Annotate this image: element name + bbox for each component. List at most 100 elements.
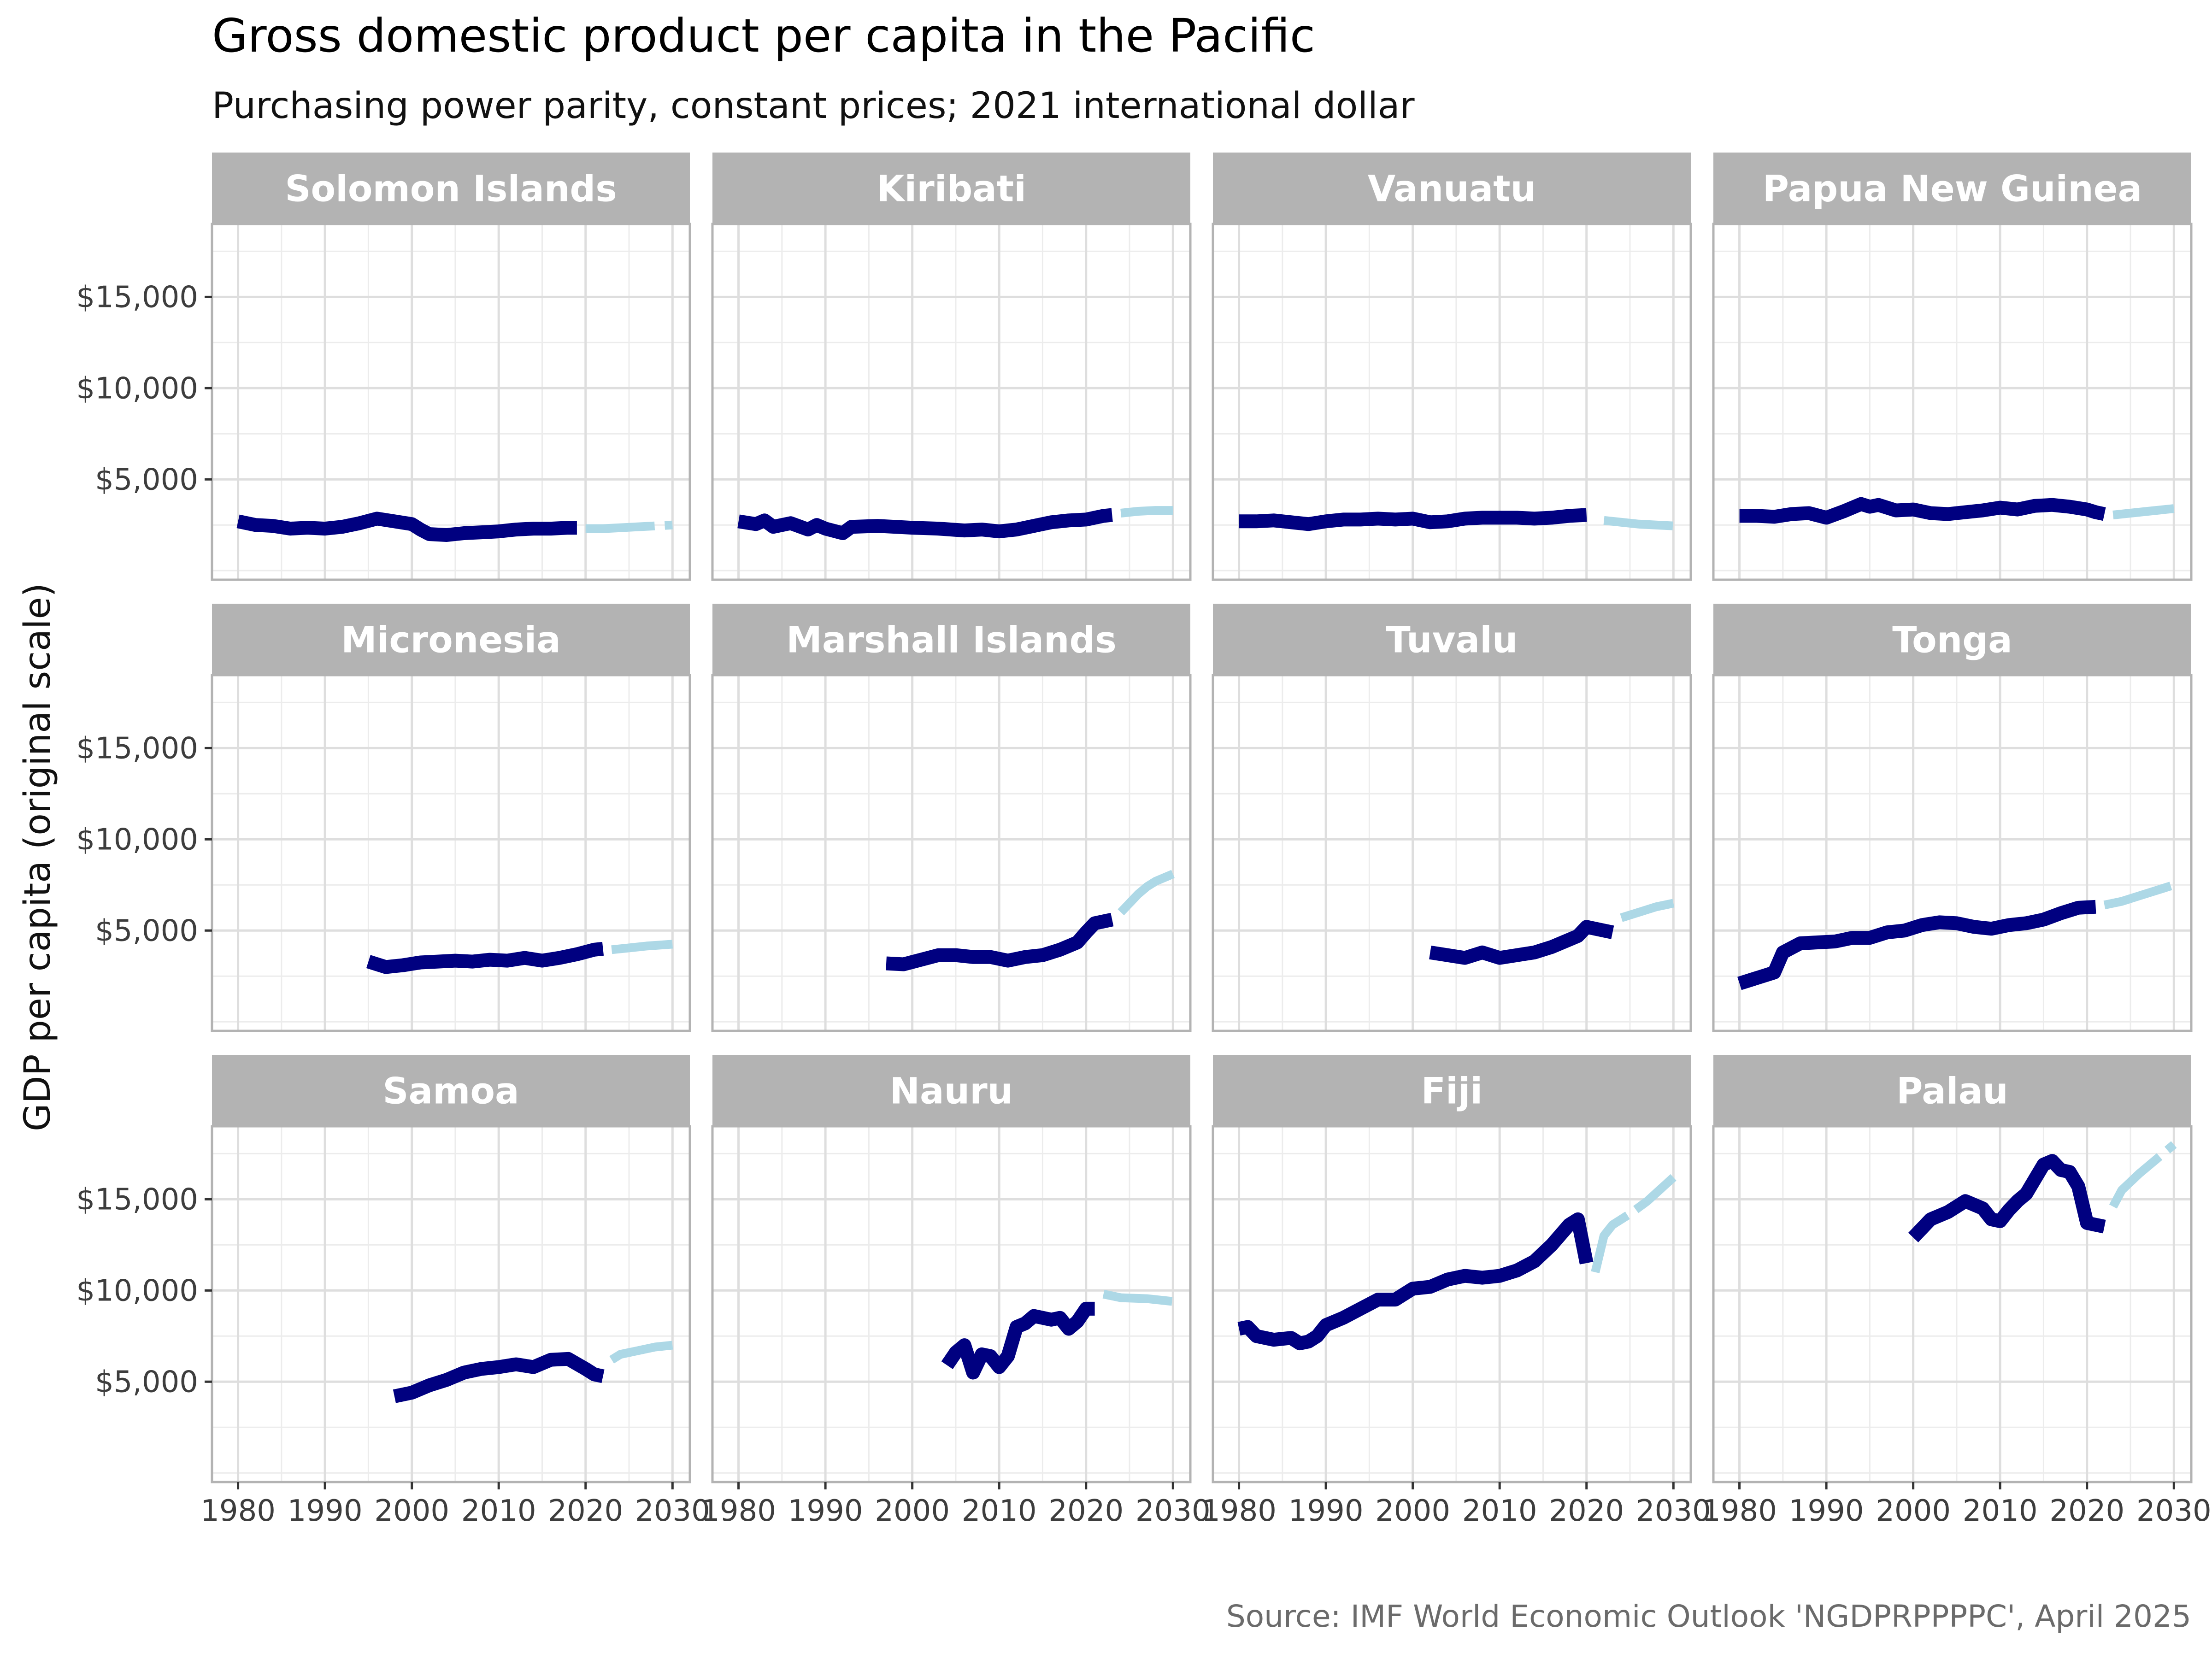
- series-historical-line: [941, 1301, 1095, 1380]
- series-historical-line: [236, 512, 577, 542]
- x-tick-label: 2000: [875, 1494, 950, 1528]
- series-historical-line: [366, 941, 604, 974]
- panel-strip: [1713, 1055, 2191, 1126]
- series-forecast-line: [2112, 504, 2175, 519]
- x-tick-label: 2010: [1963, 1494, 2038, 1528]
- panels-layer: Solomon Islands $5,000 $10,000 $15,000 Kirib…: [76, 153, 2212, 1528]
- panel-nauru: Nauru 1980 1990 2000 2010 2020 2030: [701, 1055, 1211, 1528]
- panel-strip: [1713, 153, 2191, 224]
- panel-border: [1712, 674, 2193, 1032]
- series-forecast-line: [1603, 516, 1674, 530]
- panel-samoa: Samoa $5,000 $10,000 $15,000 1980 1990 2000 201…: [76, 1055, 710, 1528]
- series-forecast-line: [1118, 870, 1175, 916]
- series-historical-line: [1237, 1212, 1594, 1351]
- panel-papua-new-guinea: Papua New Guinea: [1712, 153, 2193, 581]
- panel-border: [1212, 1125, 1692, 1483]
- x-tick-label: 2030: [1135, 1494, 1211, 1528]
- panel-fiji: Fiji 1980 1990 2000 2010 2020 2030: [1201, 1055, 1711, 1528]
- panel-border: [1712, 1125, 2193, 1483]
- x-tick-label: 2020: [2049, 1494, 2124, 1528]
- x-tick-label: 1990: [1789, 1494, 1864, 1528]
- series-forecast-line: [2109, 1141, 2177, 1209]
- panel-micronesia: Micronesia $5,000 $10,000 $15,000: [76, 604, 691, 1032]
- y-tick-label: $5,000: [95, 914, 198, 948]
- panel-title: Tonga: [1892, 620, 2012, 661]
- panel-strip: [712, 1055, 1190, 1126]
- x-tick-label: 1990: [1288, 1494, 1364, 1528]
- panel-border: [1712, 223, 2193, 581]
- chart-title: Gross domestic product per capita in the…: [212, 9, 1315, 63]
- panel-strip: [1713, 604, 2191, 675]
- panel-kiribati: Kiribati: [711, 153, 1192, 581]
- y-tick-label: $5,000: [95, 463, 198, 497]
- series-forecast-line: [585, 520, 673, 533]
- panel-tuvalu: Tuvalu: [1212, 604, 1692, 1032]
- panel-marshall-islands: Marshall Islands: [711, 604, 1192, 1032]
- panel-title: Vanuatu: [1368, 169, 1536, 210]
- panel-plot-area: [1713, 224, 2191, 580]
- panel-title: Samoa: [382, 1071, 519, 1112]
- panel-plot-area: [212, 675, 690, 1031]
- series-historical-line: [1737, 900, 2096, 990]
- y-tick-label: $10,000: [76, 371, 198, 406]
- series-forecast-line: [611, 940, 673, 954]
- chart-caption: Source: IMF World Economic Outlook 'NGDP…: [1226, 1599, 2191, 1634]
- y-axis-label: GDP per capita (original scale): [17, 583, 59, 1131]
- panel-border: [1212, 674, 1692, 1032]
- panel-strip: [712, 604, 1190, 675]
- series-historical-line: [1908, 1154, 2106, 1242]
- x-tick-label: 2020: [548, 1494, 623, 1528]
- y-tick-label: $15,000: [76, 280, 198, 314]
- panel-title: Tuvalu: [1386, 620, 1518, 661]
- panel-plot-area: [212, 1126, 690, 1482]
- x-tick-label: 1990: [788, 1494, 863, 1528]
- x-tick-label: 2030: [1636, 1494, 1711, 1528]
- series-historical-line: [1429, 920, 1614, 965]
- panel-strip: [1213, 604, 1691, 675]
- x-tick-label: 2020: [1048, 1494, 1124, 1528]
- y-tick-label: $5,000: [95, 1365, 198, 1399]
- x-tick-label: 2000: [1876, 1494, 1951, 1528]
- y-tick-label: $10,000: [76, 823, 198, 857]
- panel-solomon-islands: Solomon Islands $5,000 $10,000 $15,000: [76, 153, 691, 581]
- panel-tonga: Tonga: [1712, 604, 2193, 1032]
- series-historical-line: [886, 912, 1114, 971]
- x-tick-label: 1980: [701, 1494, 776, 1528]
- panel-border: [711, 674, 1192, 1032]
- y-tick-label: $10,000: [76, 1274, 198, 1308]
- x-tick-label: 2030: [635, 1494, 710, 1528]
- panel-strip: [1213, 1055, 1691, 1126]
- panel-border: [211, 674, 691, 1032]
- panel-border: [211, 1125, 691, 1483]
- series-historical-line: [1239, 508, 1587, 531]
- panel-border: [711, 1125, 1192, 1483]
- panel-strip: [712, 153, 1190, 224]
- panel-plot-area: [1713, 1126, 2191, 1482]
- panel-title: Marshall Islands: [786, 620, 1117, 661]
- series-historical-line: [393, 1352, 605, 1403]
- x-tick-label: 2010: [461, 1494, 536, 1528]
- panel-plot-area: [1213, 1126, 1691, 1482]
- panel-strip: [212, 604, 690, 675]
- panel-vanuatu: Vanuatu: [1212, 153, 1692, 581]
- chart-subtitle: Purchasing power parity, constant prices…: [212, 85, 1415, 127]
- x-tick-label: 2010: [1462, 1494, 1537, 1528]
- x-tick-label: 1990: [288, 1494, 363, 1528]
- panel-strip: [212, 153, 690, 224]
- panel-border: [711, 223, 1192, 581]
- y-tick-label: $15,000: [76, 731, 198, 765]
- panel-plot-area: [1213, 675, 1691, 1031]
- series-historical-line: [737, 508, 1113, 540]
- panel-title: Papua New Guinea: [1763, 169, 2142, 210]
- x-tick-label: 2000: [374, 1494, 449, 1528]
- panel-palau: Palau 1980 1990 2000 2010 2020 2030: [1702, 1055, 2212, 1528]
- panel-title: Solomon Islands: [285, 169, 617, 210]
- x-tick-label: 2020: [1549, 1494, 1624, 1528]
- panel-title: Micronesia: [341, 620, 561, 661]
- panel-plot-area: [712, 1126, 1190, 1482]
- x-tick-label: 1980: [1201, 1494, 1277, 1528]
- panel-plot-area: [712, 675, 1190, 1031]
- panel-border: [211, 223, 691, 581]
- panel-title: Nauru: [890, 1071, 1013, 1112]
- panel-title: Kiribati: [877, 169, 1026, 210]
